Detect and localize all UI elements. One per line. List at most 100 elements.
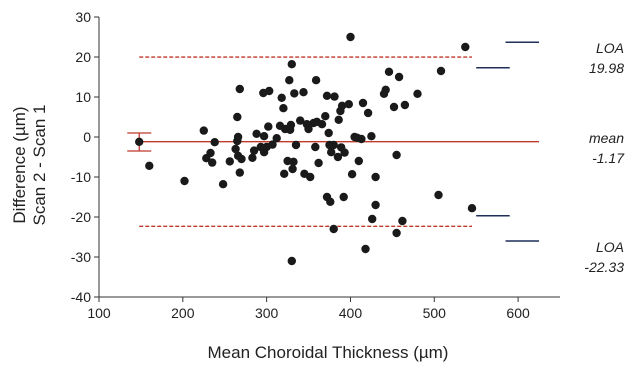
data-point [340,148,349,157]
data-point [321,112,330,121]
data-point [467,204,477,213]
data-point [231,144,240,154]
data-point [326,197,335,206]
data-point [287,59,296,69]
annotation-value: 19.98 [589,60,624,76]
data-point [290,89,299,98]
data-point [210,138,219,147]
axes-layer: -40 -30 -20 -10 0 10 20 30 100 200 300 400 500 600 [71,9,560,321]
annotation-label: mean [589,130,624,146]
data-point [371,200,380,210]
data-point [264,122,273,131]
annotation-value: -22.33 [584,259,624,275]
data-point [461,42,470,52]
data-point [296,116,305,125]
data-point [135,137,144,146]
data-point [145,161,154,170]
data-point [434,190,443,200]
data-point [248,153,257,162]
y-tick-label: -30 [71,249,91,265]
data-point [314,158,323,168]
data-point [361,244,370,254]
x-tick-label: 100 [87,305,111,321]
data-point [311,142,320,152]
data-point [347,170,357,179]
data-point [329,224,338,234]
data-point [280,169,289,178]
data-point [436,66,446,76]
y-tick-label: -20 [71,209,91,225]
data-point [233,112,242,122]
data-point [381,85,390,95]
data-point [337,101,347,111]
data-point [225,157,234,166]
data-point [322,91,332,101]
data-point [237,154,246,164]
data-point [249,146,259,155]
data-point [311,76,321,85]
data-point [327,148,336,157]
data-point [235,168,244,177]
data-point [394,72,404,82]
data-point [304,124,313,134]
data-point [288,164,297,174]
data-point [392,228,401,238]
data-point [324,128,333,138]
data-point [289,157,298,166]
data-point [346,32,355,42]
annotation-value: -1.17 [592,150,625,166]
data-point [339,192,348,202]
annotation-label: LOA [596,239,624,255]
y-axis-title-line-1: Difference (µm) [10,106,29,223]
x-tick-label: 500 [423,305,447,321]
y-tick-label: 20 [75,49,91,65]
y-axis-title-line-2: Scan 2 - Scan 1 [30,105,49,226]
data-point [392,150,401,160]
data-point [413,89,422,99]
points-layer [135,32,477,266]
data-point [286,120,296,130]
data-point [330,92,339,101]
y-tick-label: -10 [71,169,91,185]
y-tick-label: 30 [75,9,91,25]
data-point [384,67,394,77]
x-tick-label: 400 [339,305,363,321]
data-point [306,172,315,182]
data-point [354,156,363,166]
y-tick-label: 0 [83,129,91,145]
data-point [400,100,410,110]
data-point [287,256,296,266]
data-point [363,108,373,118]
data-point [389,102,399,112]
data-point [268,140,277,149]
annotations-layer: LOA 19.98 mean -1.17 LOA -22.33 [476,40,625,275]
y-tick-label: -40 [71,289,91,305]
data-point [279,104,288,113]
x-tick-label: 200 [171,305,195,321]
data-point [368,214,377,224]
data-point [398,216,407,226]
data-point [285,76,294,85]
data-point [299,88,308,97]
data-point [208,158,217,167]
data-point [317,120,327,129]
x-tick-label: 300 [255,305,279,321]
data-point [180,176,189,186]
y-tick-label: 10 [75,89,91,105]
data-point [265,86,274,96]
data-point [357,134,366,144]
data-point [334,115,343,125]
annotation-label: LOA [596,40,624,56]
data-point [371,172,380,182]
data-point [206,148,215,158]
data-point [259,132,269,141]
x-tick-label: 600 [506,305,530,321]
data-point [291,140,301,150]
data-point [272,134,281,143]
data-point [252,129,261,138]
data-point [235,84,244,94]
data-point [329,140,338,150]
data-point [367,132,376,141]
